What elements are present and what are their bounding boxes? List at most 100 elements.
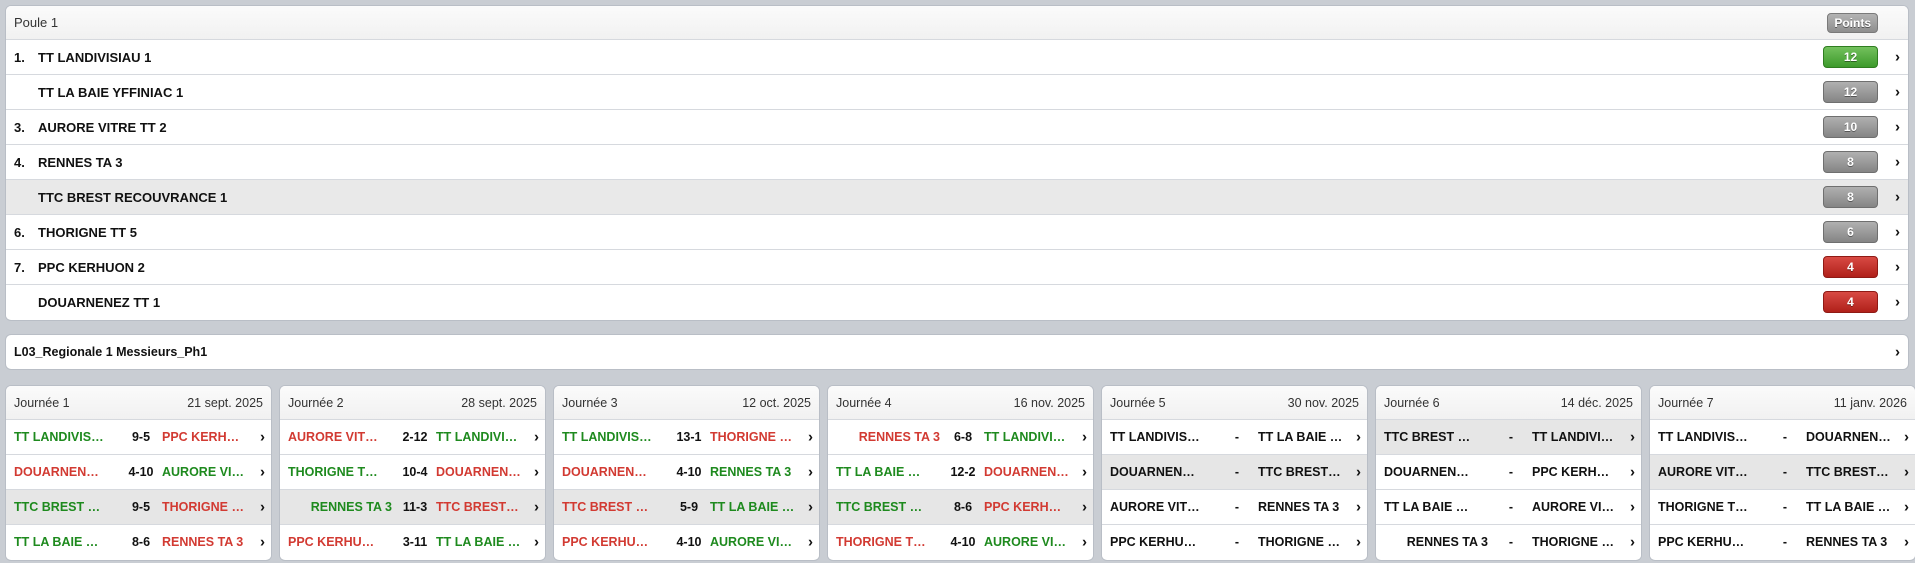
match-row[interactable]: PPC KERHU… - RENNES TA 3 › [1650,525,1915,559]
match-row[interactable]: TT LA BAIE … - AURORE VI… › [1376,490,1641,525]
poule-title: Poule 1 [14,15,59,30]
chevron-right-icon: › [1895,258,1900,276]
journee-title: Journée 6 [1384,395,1440,410]
match-score: 6-8 [953,430,973,444]
match-row[interactable]: TT LANDIVIS… - DOUARNEN… › [1650,420,1915,455]
home-team: RENNES TA 3 [310,500,392,514]
away-team: THORIGNE … [710,430,792,444]
home-team: TTC BREST … [1384,430,1471,444]
ranking-position: 3. [14,119,25,135]
match-row[interactable]: DOUARNEN… 4-10 RENNES TA 3 › [554,455,819,490]
match-row[interactable]: DOUARNEN… 4-10 AURORE VI… › [6,455,271,490]
match-row[interactable]: DOUARNEN… - PPC KERH… › [1376,455,1641,490]
match-row[interactable]: AURORE VIT… - RENNES TA 3 › [1102,490,1367,525]
home-team: DOUARNEN… [14,465,99,479]
match-row[interactable]: THORIGNE T… - TT LA BAIE … › [1650,490,1915,525]
match-row[interactable]: PPC KERHU… 3-11 TT LA BAIE … › [280,525,545,559]
ranking-row[interactable]: 4. RENNES TA 3 8 › [6,145,1908,180]
home-team: DOUARNEN… [1384,465,1469,479]
match-score: 12-2 [950,465,976,479]
chevron-right-icon: › [1630,533,1635,551]
away-team: TT LANDIVI… [984,430,1066,444]
poule-header: Poule 1 Points [6,6,1908,40]
away-team: THORIGNE … [162,500,244,514]
competition-name: L03_Regionale 1 Messieurs_Ph1 [14,345,208,359]
home-team: THORIGNE T… [1658,500,1748,514]
journee-card: Journée 5 30 nov. 2025 TT LANDIVIS… - TT LA … [1101,385,1368,561]
journee-date: 28 sept. 2025 [461,395,537,410]
away-team: THORIGNE … [1258,535,1340,549]
match-row[interactable]: RENNES TA 3 - THORIGNE … › [1376,525,1641,559]
away-team: TT LANDIVI… [436,430,518,444]
chevron-right-icon: › [1895,188,1900,206]
away-team: TTC BREST… [1806,465,1889,479]
match-row[interactable]: TT LA BAIE … 8-6 RENNES TA 3 › [6,525,271,559]
match-row[interactable]: TT LA BAIE … 12-2 DOUARNEN… › [828,455,1093,490]
match-score: - [1782,465,1788,479]
match-row[interactable]: TT LANDIVIS… 9-5 PPC KERH… › [6,420,271,455]
match-score: 4-10 [676,465,702,479]
home-team: TT LA BAIE … [1384,500,1469,514]
journee-title: Journée 3 [562,395,618,410]
ranking-row[interactable]: 3. AURORE VITRE TT 2 10 › [6,110,1908,145]
chevron-right-icon: › [1895,153,1900,171]
match-score: - [1782,535,1788,549]
journee-header: Journée 4 16 nov. 2025 [828,386,1093,420]
home-team: TTC BREST … [836,500,923,514]
chevron-right-icon: › [1356,533,1361,551]
journee-card: Journée 2 28 sept. 2025 AURORE VIT… 2-12 TT … [279,385,546,561]
chevron-right-icon: › [1904,533,1909,551]
away-team: TT LANDIVI… [1532,430,1614,444]
away-team: AURORE VI… [162,465,244,479]
points-badge: 12 [1823,46,1878,68]
chevron-right-icon: › [808,428,813,446]
home-team: TTC BREST … [562,500,649,514]
chevron-right-icon: › [260,498,265,516]
ranking-row[interactable]: 1. TT LANDIVISIAU 1 12 › [6,40,1908,75]
home-team: AURORE VIT… [288,430,378,444]
match-row[interactable]: TTC BREST … 8-6 PPC KERH… › [828,490,1093,525]
match-score: - [1782,430,1788,444]
points-badge: 10 [1823,116,1878,138]
home-team: DOUARNEN… [562,465,647,479]
match-row[interactable]: RENNES TA 3 11-3 TTC BREST… › [280,490,545,525]
chevron-right-icon: › [808,463,813,481]
ranking-row[interactable]: TT LA BAIE YFFINIAC 1 12 › [6,75,1908,110]
away-team: RENNES TA 3 [710,465,792,479]
chevron-right-icon: › [534,428,539,446]
match-row[interactable]: PPC KERHU… - THORIGNE … › [1102,525,1367,559]
chevron-right-icon: › [1082,498,1087,516]
away-team: THORIGNE … [1532,535,1614,549]
chevron-right-icon: › [1904,463,1909,481]
home-team: RENNES TA 3 [858,430,940,444]
match-row[interactable]: TTC BREST … - TT LANDIVI… › [1376,420,1641,455]
match-row[interactable]: AURORE VIT… 2-12 TT LANDIVI… › [280,420,545,455]
ranking-row[interactable]: 6. THORIGNE TT 5 6 › [6,215,1908,250]
match-row[interactable]: TT LANDIVIS… 13-1 THORIGNE … › [554,420,819,455]
journee-header: Journée 2 28 sept. 2025 [280,386,545,420]
away-team: RENNES TA 3 [162,535,244,549]
chevron-right-icon: › [1082,428,1087,446]
chevron-right-icon: › [1356,498,1361,516]
match-row[interactable]: THORIGNE T… 10-4 DOUARNEN… › [280,455,545,490]
match-row[interactable]: PPC KERHU… 4-10 AURORE VI… › [554,525,819,559]
away-team: TT LA BAIE … [1806,500,1891,514]
competition-link[interactable]: L03_Regionale 1 Messieurs_Ph1 › [5,334,1909,370]
ranking-row[interactable]: 7. PPC KERHUON 2 4 › [6,250,1908,285]
ranking-row[interactable]: DOUARNENEZ TT 1 4 › [6,285,1908,319]
match-row[interactable]: DOUARNEN… - TTC BREST… › [1102,455,1367,490]
match-row[interactable]: AURORE VIT… - TTC BREST… › [1650,455,1915,490]
match-row[interactable]: THORIGNE T… 4-10 AURORE VI… › [828,525,1093,559]
match-score: - [1234,465,1240,479]
match-row[interactable]: TT LANDIVIS… - TT LA BAIE … › [1102,420,1367,455]
home-team: PPC KERHU… [1658,535,1745,549]
ranking-row[interactable]: TTC BREST RECOUVRANCE 1 8 › [6,180,1908,215]
match-row[interactable]: TTC BREST … 9-5 THORIGNE … › [6,490,271,525]
match-row[interactable]: RENNES TA 3 6-8 TT LANDIVI… › [828,420,1093,455]
home-team: PPC KERHU… [562,535,649,549]
match-score: - [1508,500,1514,514]
match-score: 9-5 [131,500,151,514]
match-row[interactable]: TTC BREST … 5-9 TT LA BAIE … › [554,490,819,525]
match-score: 4-10 [676,535,702,549]
match-score: - [1234,430,1240,444]
